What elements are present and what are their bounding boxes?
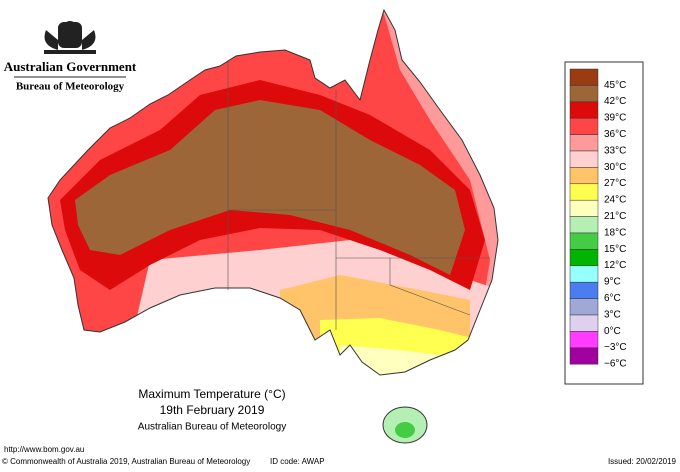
legend-swatch xyxy=(569,117,599,135)
copyright: © Commonwealth of Australia 2019, Austra… xyxy=(2,457,250,466)
legend-label: 21°C xyxy=(604,211,626,222)
legend-label: 9°C xyxy=(604,277,621,288)
legend-swatch xyxy=(569,265,599,283)
legend-swatch xyxy=(569,347,599,365)
issued: Issued: 20/02/2019 xyxy=(608,457,677,466)
map-date: 19th February 2019 xyxy=(160,403,265,417)
legend-swatch xyxy=(569,281,599,299)
legend-label: 6°C xyxy=(604,293,621,304)
government: Australian Government xyxy=(4,59,137,74)
legend-swatch xyxy=(569,314,599,332)
legend-swatch xyxy=(569,183,599,201)
legend-swatch xyxy=(569,85,599,103)
legend-label: −3°C xyxy=(604,342,627,353)
legend: 45°C 42°C 39°C 36°C 33°C 30°C 27°C 24°C 21°C 18°C… xyxy=(569,68,627,370)
legend-swatch xyxy=(569,298,599,316)
legend-label: 3°C xyxy=(604,309,621,320)
legend-swatch xyxy=(569,68,599,86)
legend-swatch xyxy=(569,134,599,152)
legend-swatch xyxy=(569,150,599,168)
coastline xyxy=(47,8,499,376)
legend-swatch xyxy=(569,199,599,217)
legend-swatch xyxy=(569,167,599,185)
legend-swatch xyxy=(569,101,599,119)
map-source: Australian Bureau of Meteorology xyxy=(138,422,286,433)
legend-swatch xyxy=(569,232,599,250)
legend-label: 39°C xyxy=(604,113,626,124)
tasmania-cool xyxy=(395,422,415,438)
legend-label: 0°C xyxy=(604,326,621,337)
legend-label: 42°C xyxy=(604,96,626,107)
legend-swatch xyxy=(569,249,599,267)
id-code: ID code: AWAP xyxy=(270,457,325,466)
legend-label: 45°C xyxy=(604,80,626,91)
map-title: Maximum Temperature (°C) xyxy=(138,387,285,401)
bureau: Bureau of Meteorology xyxy=(16,81,125,93)
legend-label: 27°C xyxy=(604,178,626,189)
legend-swatch xyxy=(569,331,599,349)
legend-label: 15°C xyxy=(604,244,626,255)
legend-label: 18°C xyxy=(604,227,626,238)
legend-swatch xyxy=(569,216,599,234)
legend-label: 24°C xyxy=(604,195,626,206)
crest xyxy=(44,21,96,54)
url: http://www.bom.gov.au xyxy=(4,445,84,454)
state-borders xyxy=(227,60,490,330)
legend-label: −6°C xyxy=(604,359,627,370)
legend-label: 33°C xyxy=(604,145,626,156)
legend-label: 30°C xyxy=(604,162,626,173)
legend-label: 12°C xyxy=(604,260,626,271)
legend-label: 36°C xyxy=(604,129,626,140)
